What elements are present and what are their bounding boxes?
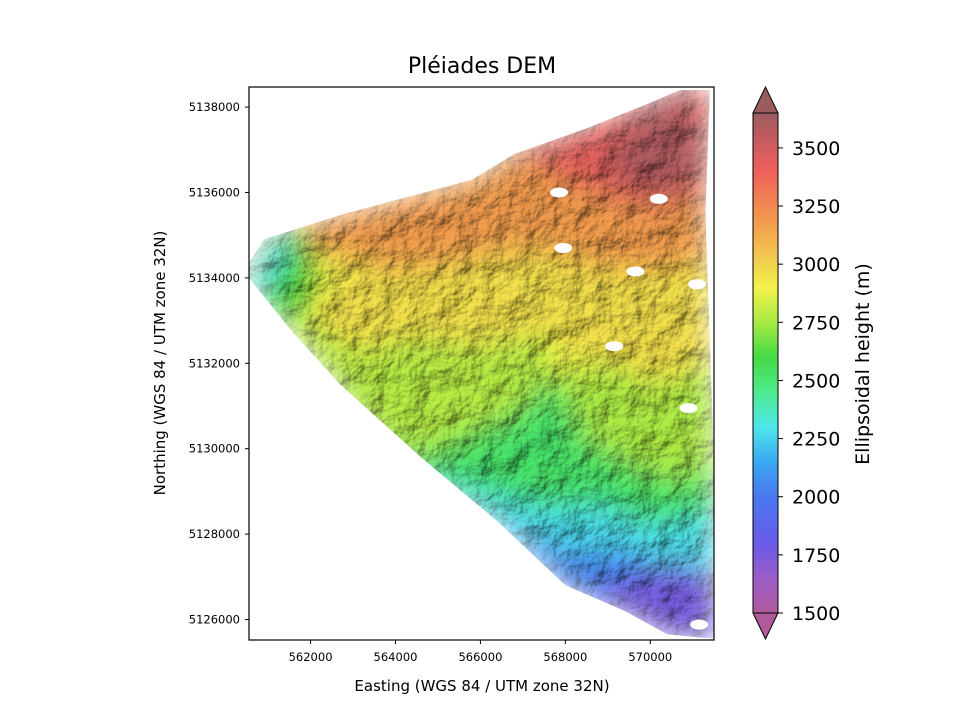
colorbar-tick-label: 1750 xyxy=(792,545,840,567)
y-tick-label: 5136000 xyxy=(189,185,240,199)
data-gap xyxy=(649,193,668,204)
elevation-region xyxy=(395,461,714,586)
elevation-region xyxy=(590,564,714,639)
y-tick-label: 5134000 xyxy=(189,271,240,285)
elevation-region xyxy=(599,94,702,197)
colorbar-gradient xyxy=(753,113,778,613)
x-axis-ticks: 562000 564000 566000 568000 570000 xyxy=(289,640,672,664)
y-axis-label: Northing (WGS 84 / UTM zone 32N) xyxy=(151,231,169,496)
colorbar-tick-label: 3250 xyxy=(792,196,840,218)
colorbar-tick-label: 2750 xyxy=(792,312,840,334)
data-gap xyxy=(679,403,698,414)
y-tick-label: 5138000 xyxy=(189,100,240,114)
data-gap xyxy=(626,266,645,277)
colorbar-tick-label: 2000 xyxy=(792,487,840,509)
y-tick-label: 5130000 xyxy=(189,442,240,456)
data-gaps xyxy=(550,187,709,630)
elevation-region xyxy=(249,241,290,291)
data-gap xyxy=(605,341,624,352)
colorbar-tick-label: 1500 xyxy=(792,603,840,625)
data-gap xyxy=(554,242,573,253)
colorbar-ticks: 1500 1750 2000 2250 2500 2750 3000 3250 3500 xyxy=(778,138,840,625)
elevation-region xyxy=(327,371,714,526)
chart-title: Pléiades DEM xyxy=(408,54,556,79)
data-gap xyxy=(690,619,709,630)
x-tick-label: 566000 xyxy=(458,650,502,664)
colorbar-tick-label: 2500 xyxy=(792,370,840,392)
data-gap xyxy=(550,187,568,198)
elevation-region xyxy=(552,363,712,483)
elevation-region xyxy=(293,320,553,458)
colorbar-tick-label: 2250 xyxy=(792,429,840,451)
x-tick-label: 562000 xyxy=(289,650,333,664)
y-tick-label: 5132000 xyxy=(189,356,240,370)
x-tick-label: 570000 xyxy=(628,650,672,664)
y-tick-label: 5128000 xyxy=(189,527,240,541)
x-tick-label: 568000 xyxy=(543,650,587,664)
data-gap xyxy=(688,279,707,290)
elevation-region xyxy=(310,252,710,385)
x-tick-label: 564000 xyxy=(374,650,418,664)
colorbar-label: Ellipsoidal height (m) xyxy=(852,263,874,465)
colorbar-tick-label: 3000 xyxy=(792,254,840,276)
colorbar-extend-bottom xyxy=(752,612,779,641)
y-axis-ticks: 5126000 5128000 5130000 5132000 5134000 51360… xyxy=(189,100,249,627)
y-tick-label: 5126000 xyxy=(189,613,240,627)
colorbar-tick-label: 3500 xyxy=(792,138,840,160)
elevation-map xyxy=(249,90,714,639)
colorbar: 1500 1750 2000 2250 2500 2750 3000 3250 3500 Ell… xyxy=(752,85,874,641)
colorbar-extend-top xyxy=(752,85,779,114)
elevation-region xyxy=(289,154,710,270)
x-axis-label: Easting (WGS 84 / UTM zone 32N) xyxy=(354,677,609,695)
